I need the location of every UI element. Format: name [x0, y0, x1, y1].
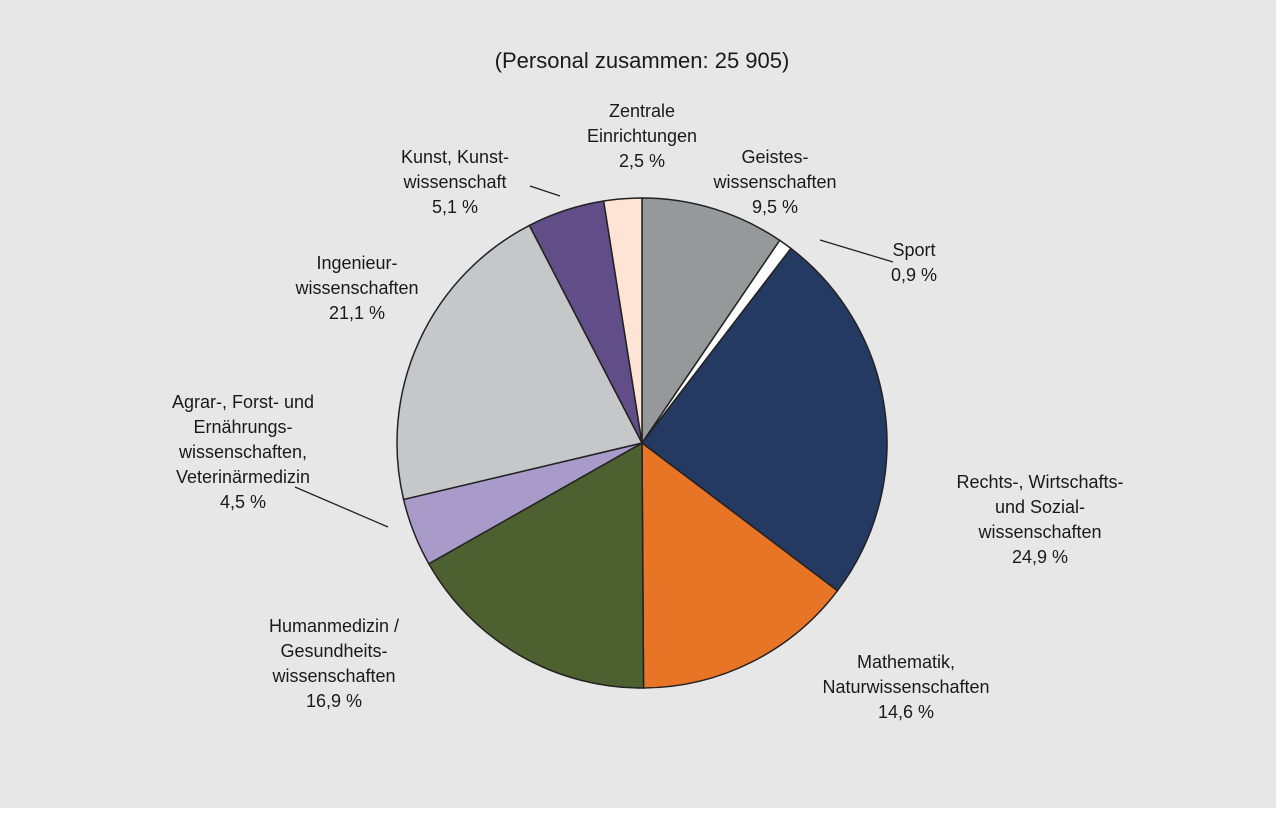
- pie-slice: [602, 197, 643, 444]
- slice-label: wissenschaften: [712, 172, 836, 192]
- pie-slice: [640, 247, 888, 592]
- value-label: 5,1 %: [432, 197, 478, 217]
- chart-title: (Personal zusammen: 25 905): [495, 48, 790, 73]
- leader-line: [529, 185, 561, 197]
- slice-label: Geistes-: [741, 147, 808, 167]
- leader-line: [819, 239, 894, 263]
- slice-label: Rechts-, Wirtschafts-: [956, 472, 1123, 492]
- leader-line: [294, 486, 389, 528]
- slice-label: wissenschaften: [294, 278, 418, 298]
- slice-label: Ingenieur-: [316, 253, 397, 273]
- slice-label: wissenschaften: [977, 522, 1101, 542]
- pie-slice: [427, 441, 645, 689]
- slice-label: Ernährungs-: [193, 417, 292, 437]
- value-label: 9,5 %: [752, 197, 798, 217]
- slice-label: Gesundheits-: [280, 641, 387, 661]
- slice-label: Naturwissenschaften: [822, 677, 989, 697]
- slice-label: Sport: [892, 240, 935, 260]
- pie-slice: [641, 441, 839, 689]
- slice-label: wissenschaft: [402, 172, 506, 192]
- value-label: 21,1 %: [329, 303, 385, 323]
- value-label: 0,9 %: [891, 265, 937, 285]
- slice-label: Agrar-, Forst- und: [172, 392, 314, 412]
- slice-label: Kunst, Kunst-: [401, 147, 509, 167]
- value-label: 14,6 %: [878, 702, 934, 722]
- slice-label: Einrichtungen: [587, 126, 697, 146]
- slice-label: Veterinärmedizin: [176, 467, 310, 487]
- value-label: 4,5 %: [220, 492, 266, 512]
- value-label: 16,9 %: [306, 691, 362, 711]
- slice-label: und Sozial-: [995, 497, 1085, 517]
- slice-label: Humanmedizin /: [269, 616, 399, 636]
- slice-label: Zentrale: [609, 101, 675, 121]
- pie-slice: [396, 224, 644, 501]
- value-label: 24,9 %: [1012, 547, 1068, 567]
- slice-label: Mathematik,: [857, 652, 955, 672]
- slice-label: wissenschaften,: [178, 442, 307, 462]
- value-label: 2,5 %: [619, 151, 665, 171]
- slice-label: wissenschaften: [271, 666, 395, 686]
- pie-slice: [641, 197, 781, 446]
